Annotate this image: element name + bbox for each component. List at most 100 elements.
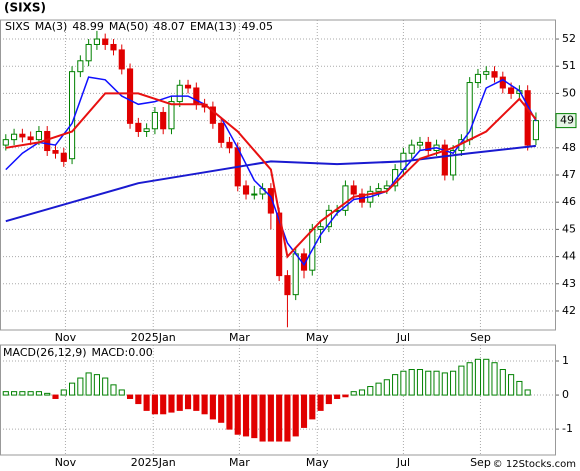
macd-bar (44, 392, 51, 396)
x-tick-label: Jul (396, 331, 410, 344)
macd-bar (27, 391, 34, 396)
candle-body (425, 141, 432, 152)
macd-bar (176, 394, 183, 411)
candle-body (168, 101, 175, 130)
macd-bar (135, 394, 142, 405)
candle-body (317, 226, 324, 230)
macd-bar (276, 394, 283, 442)
candle-body (135, 122, 142, 132)
x-tick-label: Sep (470, 456, 491, 469)
chart-title: (SIXS) (4, 1, 46, 15)
candle-body (35, 130, 43, 141)
macd-bar (118, 389, 125, 396)
x-tick-label: 2025Jan (131, 456, 176, 469)
macd-bar (52, 394, 59, 399)
candle-body (292, 253, 299, 296)
y-tick-label: 48 (562, 141, 576, 154)
candle-body (218, 122, 225, 143)
macd-bar (309, 394, 316, 420)
y-tick-label: 52 (562, 32, 576, 45)
candle-body (450, 150, 457, 176)
candle-body (160, 111, 167, 130)
candle-body (350, 185, 357, 195)
legend-text: EMA(13) (190, 20, 237, 33)
macd-bar (201, 394, 208, 415)
candle-body (408, 144, 415, 154)
x-tick-label: May (306, 331, 329, 344)
y-tick-label: 50 (562, 86, 576, 99)
macd-bar (126, 394, 134, 399)
candle-body (491, 71, 498, 78)
macd-bar (143, 394, 150, 411)
macd-bar (400, 370, 407, 396)
macd-bar (483, 358, 490, 396)
price-tag: 49 (560, 114, 574, 127)
macd-bar (251, 394, 258, 439)
candle-body (508, 87, 515, 94)
legend-text: 48.99 (72, 20, 104, 33)
macd-bar (508, 374, 515, 396)
x-tick-label: May (306, 456, 329, 469)
macd-bar (19, 391, 26, 396)
candle-body (176, 84, 183, 103)
macd-bar (375, 382, 382, 396)
macd-bar (151, 394, 158, 415)
candle-body (532, 120, 540, 141)
candle-body (226, 141, 233, 149)
macd-bar (267, 394, 274, 442)
candle-body (93, 38, 100, 45)
macd-bar (441, 372, 448, 396)
macd-bar (350, 391, 357, 396)
candle-body (143, 128, 150, 132)
legend-text: 49.05 (242, 20, 274, 33)
plot-frame (0, 344, 556, 456)
macd-bar (93, 374, 100, 396)
macd-bar (416, 369, 424, 396)
macd-bar (77, 377, 84, 396)
candle-body (342, 185, 349, 211)
macd-bar (392, 374, 399, 396)
candle-body (85, 43, 92, 62)
candle-body (267, 188, 274, 214)
y-tick-label: 1 (562, 354, 569, 367)
candle-body (151, 111, 158, 130)
candle-body (242, 185, 250, 195)
footer: © 12Stocks.com (493, 459, 576, 470)
macd-bar (334, 394, 341, 399)
candle-body (284, 275, 291, 296)
candle-body (118, 49, 125, 70)
macd-bar (499, 369, 506, 396)
macd-bar (218, 394, 225, 423)
macd-bar (292, 394, 299, 437)
y-tick-label: 46 (562, 195, 576, 208)
macd-bar (466, 362, 473, 396)
candle-body (524, 90, 531, 146)
macd-bar (358, 389, 366, 396)
indicator-line (5, 144, 537, 223)
macd-bar (300, 394, 308, 428)
macd-bar (209, 394, 216, 420)
legend-text: 48.07 (153, 20, 185, 33)
macd-bar (60, 389, 67, 396)
candle-body (441, 144, 448, 176)
macd-bar (242, 394, 250, 437)
candle-body (52, 150, 59, 154)
candle-body (68, 71, 76, 160)
candle-body (19, 133, 26, 138)
macd-bar (284, 394, 291, 442)
macd-bar (193, 394, 200, 411)
candle-body (110, 43, 117, 51)
legend-text: MA(3) (35, 20, 68, 33)
candle-body (375, 188, 382, 192)
macd-bar (425, 370, 432, 396)
candle-body (209, 106, 216, 124)
price-tag-box (555, 113, 577, 129)
indicator-line (5, 76, 537, 267)
macd-bar (433, 370, 440, 396)
macd-bar (234, 394, 241, 435)
macd-bar (184, 394, 192, 410)
macd-bar (474, 358, 482, 396)
macd-bar (35, 391, 43, 396)
candle-body (77, 60, 84, 73)
x-tick-label: 2025Jan (131, 331, 176, 344)
